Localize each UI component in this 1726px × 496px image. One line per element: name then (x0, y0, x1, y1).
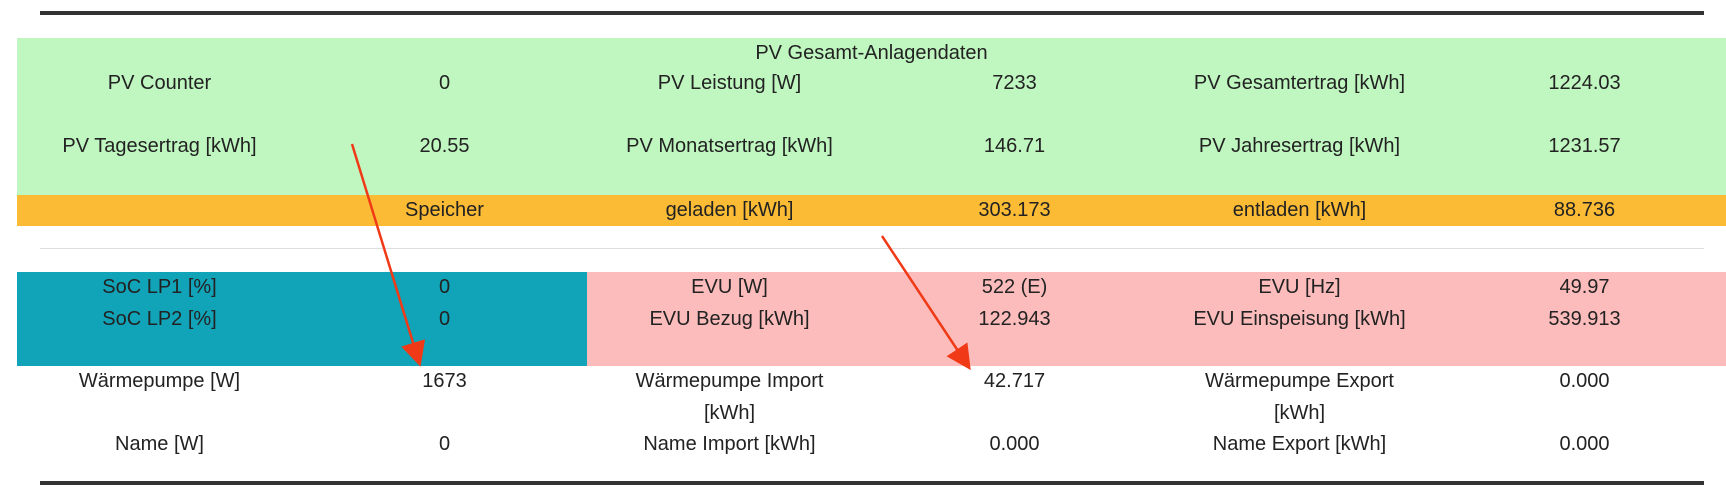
table-cell: SoC LP2 [%] (102, 308, 217, 330)
arrow (350, 143, 426, 367)
separator (40, 248, 1704, 249)
table-cell: 522 (E) (981, 276, 1048, 298)
table-cell: 122.943 (978, 308, 1051, 330)
table-cell: EVU [W] (691, 276, 768, 298)
storage-band (17, 195, 1726, 226)
table-cell: PV Leistung [W] (657, 72, 802, 94)
table-cell: SoC LP1 [%] (102, 276, 217, 298)
table-cell: Wärmepumpe Import [kWh] (635, 370, 824, 424)
table-cell: 146.71 (983, 135, 1046, 157)
table-cell: PV Monatsertrag [kWh] (626, 135, 833, 157)
evu-band (587, 272, 1726, 366)
table-cell: 1231.57 (1548, 135, 1621, 157)
table-cell: 0.000 (1559, 433, 1610, 455)
table-cell: EVU [Hz] (1258, 276, 1341, 298)
table-cell: 0 (438, 308, 451, 330)
section-title: PV Gesamt-Anlagendaten (755, 42, 988, 64)
table-cell: PV Jahresertrag [kWh] (1198, 135, 1401, 157)
table-cell: 0 (438, 72, 451, 94)
table-cell: 42.717 (983, 370, 1046, 392)
table-cell: 88.736 (1553, 199, 1616, 221)
table-cell: entladen [kWh] (1232, 199, 1367, 221)
table-cell: Speicher (405, 199, 484, 221)
table-cell: Wärmepumpe Export [kWh] (1205, 370, 1394, 424)
table-cell: PV Gesamtertrag [kWh] (1193, 72, 1406, 94)
pv-band (17, 38, 1726, 195)
table-cell: PV Counter (107, 72, 212, 94)
table-cell: 0.000 (989, 433, 1040, 455)
table-cell: 49.97 (1559, 276, 1610, 298)
table-cell: Name Import [kWh] (643, 433, 816, 455)
table-cell: Name Export [kWh] (1212, 433, 1387, 455)
table-cell: 0.000 (1559, 370, 1610, 392)
table-cell: PV Tagesertrag [kWh] (62, 135, 257, 157)
table-cell: 20.55 (419, 135, 470, 157)
table-cell: 7233 (992, 72, 1037, 94)
table-cell: geladen [kWh] (665, 199, 794, 221)
table-cell: 0 (438, 276, 451, 298)
table-cell: EVU Bezug [kWh] (649, 308, 810, 330)
arrow (880, 235, 971, 371)
table-cell: 1224.03 (1548, 72, 1621, 94)
bottom-rule (40, 481, 1704, 485)
table-cell: EVU Einspeisung [kWh] (1193, 308, 1406, 330)
table-cell: 1673 (422, 370, 467, 392)
table-cell: Name [W] (115, 433, 204, 455)
table-cell: 539.913 (1548, 308, 1621, 330)
table-cell: 0 (438, 433, 451, 455)
soc-band (17, 272, 587, 366)
table-cell: 303.173 (978, 199, 1051, 221)
table-cell: Wärmepumpe [W] (78, 370, 241, 392)
top-rule (40, 11, 1704, 15)
